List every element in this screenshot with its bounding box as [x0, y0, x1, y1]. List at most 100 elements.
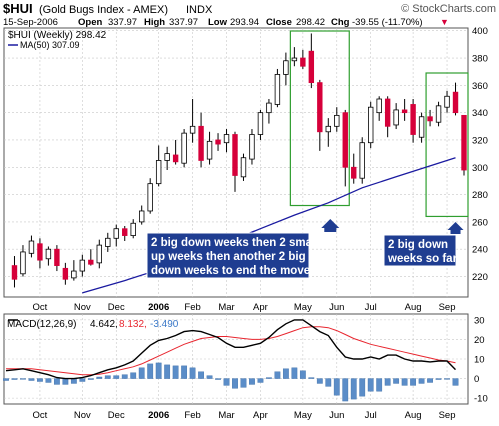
candle-body [206, 140, 213, 160]
candle [223, 129, 230, 153]
candle [317, 79, 323, 151]
candle-body [240, 157, 247, 178]
candle-body [308, 50, 315, 84]
candle-body [96, 244, 102, 264]
chg-value: -39.55 (-11.70%) [352, 17, 423, 28]
price-legend-ma: MA(50) 307.09 [20, 40, 80, 50]
exchange-text: INDX [186, 4, 213, 16]
candle [300, 49, 306, 69]
candle-body [79, 259, 86, 272]
macd-hist-bar [274, 371, 281, 379]
open-value: 337.97 [108, 17, 137, 28]
candle [461, 114, 467, 176]
candle-body [461, 114, 467, 171]
macd-hist-bar [104, 375, 111, 379]
macd-hist-bar [113, 375, 120, 379]
candle [206, 131, 213, 165]
price-x-tick-label: Oct [33, 302, 48, 313]
candle-body [334, 114, 340, 127]
macd-hist-bar [376, 378, 383, 392]
low-value: 293.94 [230, 17, 259, 28]
macd-hist-bar [11, 378, 18, 380]
macd-hist-bar [401, 378, 408, 386]
macd-lines [5, 319, 456, 380]
macd-tick-label: 0 [474, 374, 479, 385]
candle [181, 129, 187, 168]
candle-body [172, 154, 179, 163]
chg-down-icon: ▼ [440, 17, 449, 27]
candle [79, 254, 86, 277]
close-label: Close [266, 17, 292, 28]
candle-body [401, 109, 408, 114]
macd-x-tick-label: 2006 [148, 410, 169, 421]
price-tick-label: 260 [472, 217, 488, 228]
macd-x-tick-label: Jun [329, 410, 344, 421]
candle [139, 205, 145, 225]
signal-line [6, 326, 456, 376]
macd-hist-bar [62, 378, 69, 385]
price-tick-label: 380 [472, 54, 488, 65]
candle-body [342, 112, 348, 168]
candle-body [325, 125, 331, 133]
macd-hist-bar [291, 367, 298, 379]
price-x-tick-label: Jul [365, 302, 377, 313]
annotation-box-right [383, 234, 457, 267]
price-tick-label: 300 [472, 163, 488, 174]
candle-body [317, 82, 323, 133]
macd-x-tick-label: Sep [439, 410, 456, 421]
macd-hist-bar [164, 364, 171, 379]
candle-body [28, 240, 35, 254]
candle-body [223, 134, 230, 144]
macd-histogram [3, 362, 459, 402]
price-tick-label: 220 [472, 272, 488, 283]
price-x-tick-label: May [294, 302, 312, 313]
price-x-axis: Oct Nov Dec 2006 Feb Mar Apr May Jun Jul Aug Sep [33, 302, 456, 313]
candle [62, 262, 69, 285]
candle [54, 245, 60, 272]
candle-body [181, 132, 187, 164]
candle [45, 246, 52, 266]
candle-body [368, 106, 374, 144]
candle [113, 224, 119, 247]
candle [198, 112, 204, 168]
macd-hist-bar [121, 374, 128, 379]
candle [232, 131, 238, 192]
candle [172, 139, 179, 165]
candle-body [376, 98, 382, 114]
candle [427, 109, 433, 127]
macd-tick-label: 10 [474, 355, 485, 366]
price-tick-label: 360 [472, 81, 488, 92]
candle [266, 99, 272, 124]
macd-x-tick-label: May [294, 410, 312, 421]
candle-body [139, 210, 145, 223]
candle [342, 109, 348, 187]
macd-hist-bar [266, 377, 272, 379]
price-x-tick-label: Apr [253, 302, 268, 313]
candle-body [444, 95, 450, 108]
macd-hist-bar [427, 378, 433, 383]
macd-tick-label: 30 [474, 315, 485, 326]
low-label: Low [208, 17, 228, 28]
macd-hist-bar [20, 378, 26, 380]
macd-hist-bar [308, 377, 315, 379]
macd-hist-bar [418, 378, 425, 384]
price-x-tick-label: Mar [218, 302, 234, 313]
macd-hist-bar [155, 362, 162, 379]
candle [37, 238, 43, 269]
macd-hist-bar [359, 378, 366, 397]
candle-body [147, 183, 153, 212]
macd-hist-bar [350, 378, 357, 400]
candle [11, 256, 18, 288]
macd-hist-bar [384, 378, 391, 386]
candle [189, 99, 196, 143]
up-arrow-icon [321, 219, 340, 232]
macd-legend-label: MACD(12,26,9) [7, 319, 76, 330]
macd-hist-bar [45, 378, 52, 383]
candle [435, 101, 442, 127]
candle-body [189, 125, 196, 134]
macd-hist-bar [232, 378, 238, 389]
annotation-left-line: up weeks then another 2 big [151, 251, 306, 263]
macd-hist-bar [206, 375, 213, 379]
candle [325, 118, 331, 147]
